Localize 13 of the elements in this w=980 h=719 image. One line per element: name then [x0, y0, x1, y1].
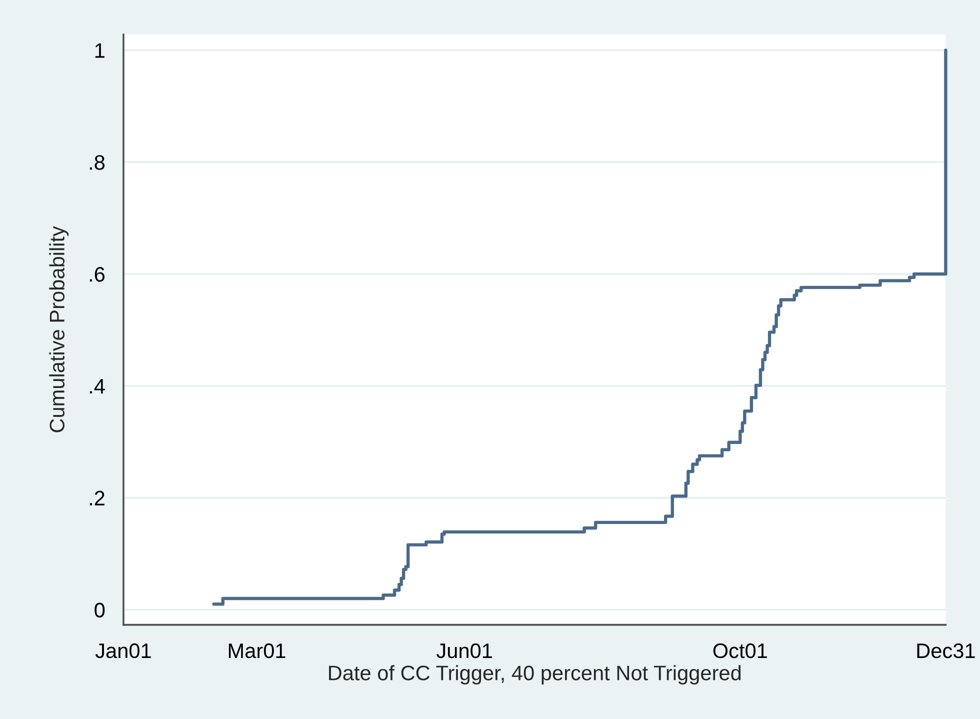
- y-tick-label: .6: [90, 266, 105, 282]
- x-tick-label: Mar01: [228, 643, 286, 658]
- y-tick-label: .2: [90, 490, 104, 506]
- y-tick-label: .4: [90, 379, 105, 394]
- y-tick-label: .8: [90, 155, 105, 170]
- x-axis-title: Date of CC Trigger, 40 percent Not Triggered: [329, 665, 741, 684]
- y-axis-title: Cumulative Probability: [49, 226, 69, 432]
- x-tick-label: Dec31: [917, 643, 975, 658]
- x-tick-label: Jun01: [436, 643, 492, 658]
- x-tick-label: Oct01: [713, 643, 767, 658]
- x-tick-label: Jan01: [95, 643, 151, 658]
- y-tick-label: 0: [94, 602, 105, 618]
- y-tick-label: 1: [95, 43, 104, 58]
